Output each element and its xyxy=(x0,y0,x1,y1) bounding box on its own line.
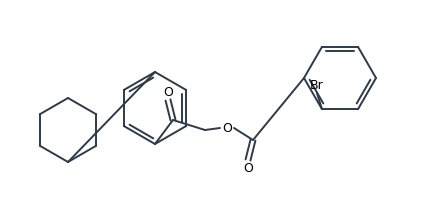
Text: Br: Br xyxy=(310,79,324,92)
Text: O: O xyxy=(243,163,253,176)
Text: O: O xyxy=(163,85,173,99)
Text: O: O xyxy=(222,121,232,134)
